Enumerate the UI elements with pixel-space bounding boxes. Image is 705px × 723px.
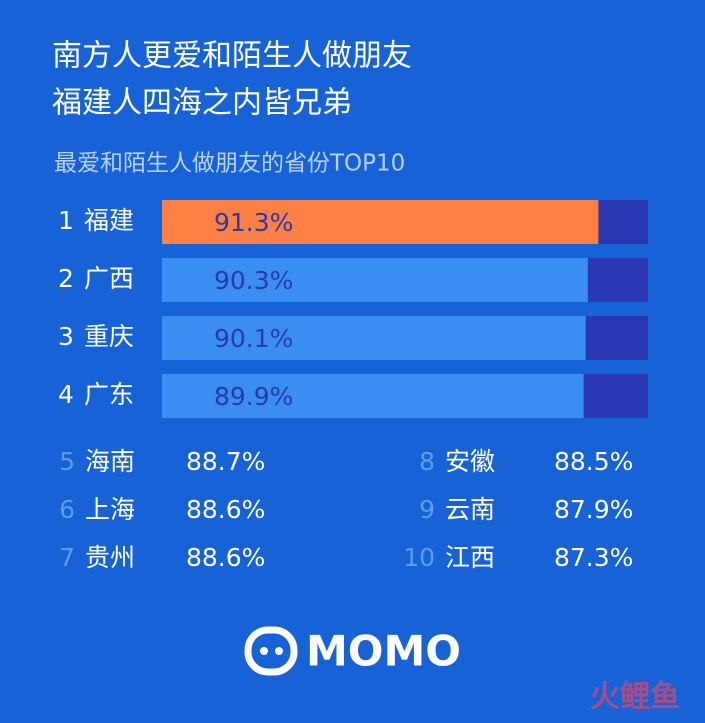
province-value: 87.9% xyxy=(554,495,633,524)
bar xyxy=(162,258,588,302)
province-value: 88.6% xyxy=(186,543,265,572)
chart-title: 最爱和陌生人做朋友的省份TOP10 xyxy=(54,151,405,177)
value-label: 91.3% xyxy=(214,208,293,237)
rank: 1 xyxy=(58,206,74,235)
province-value: 88.7% xyxy=(186,447,265,476)
bar xyxy=(162,316,586,360)
logo-text: MOMO xyxy=(306,627,461,676)
bar xyxy=(162,200,599,244)
value-label: 90.3% xyxy=(214,266,293,295)
province-name: 贵州 xyxy=(85,543,135,572)
rank: 4 xyxy=(58,380,74,409)
province-name: 安徽 xyxy=(445,447,495,476)
bar xyxy=(162,374,584,418)
province-name: 上海 xyxy=(85,495,135,524)
province-name: 海南 xyxy=(85,447,135,476)
watermark: 火鲤鱼 xyxy=(590,680,680,715)
province-value: 88.5% xyxy=(554,447,633,476)
province-name: 江西 xyxy=(445,543,495,572)
logo-eye xyxy=(260,647,268,655)
value-label: 89.9% xyxy=(214,382,293,411)
province-value: 87.3% xyxy=(554,543,633,572)
rank: 3 xyxy=(58,322,74,351)
headline: 南方人更爱和陌生人做朋友 xyxy=(52,39,412,74)
province-value: 88.6% xyxy=(186,495,265,524)
value-label: 90.1% xyxy=(214,324,293,353)
logo-icon xyxy=(244,626,298,676)
category-label: 广东 xyxy=(84,380,134,409)
province-name: 云南 xyxy=(445,495,495,524)
logo-eye xyxy=(275,647,283,655)
rank: 2 xyxy=(58,264,74,293)
rank: 6 xyxy=(59,495,75,524)
logo: MOMO xyxy=(244,626,461,676)
category-label: 福建 xyxy=(84,206,134,235)
rank: 7 xyxy=(59,543,75,572)
category-label: 广西 xyxy=(84,264,134,293)
category-label: 重庆 xyxy=(84,322,134,351)
rank: 5 xyxy=(59,447,75,476)
rank: 8 xyxy=(419,447,435,476)
headline: 福建人四海之内皆兄弟 xyxy=(52,86,352,121)
rank: 9 xyxy=(419,495,435,524)
rank: 10 xyxy=(403,543,435,572)
